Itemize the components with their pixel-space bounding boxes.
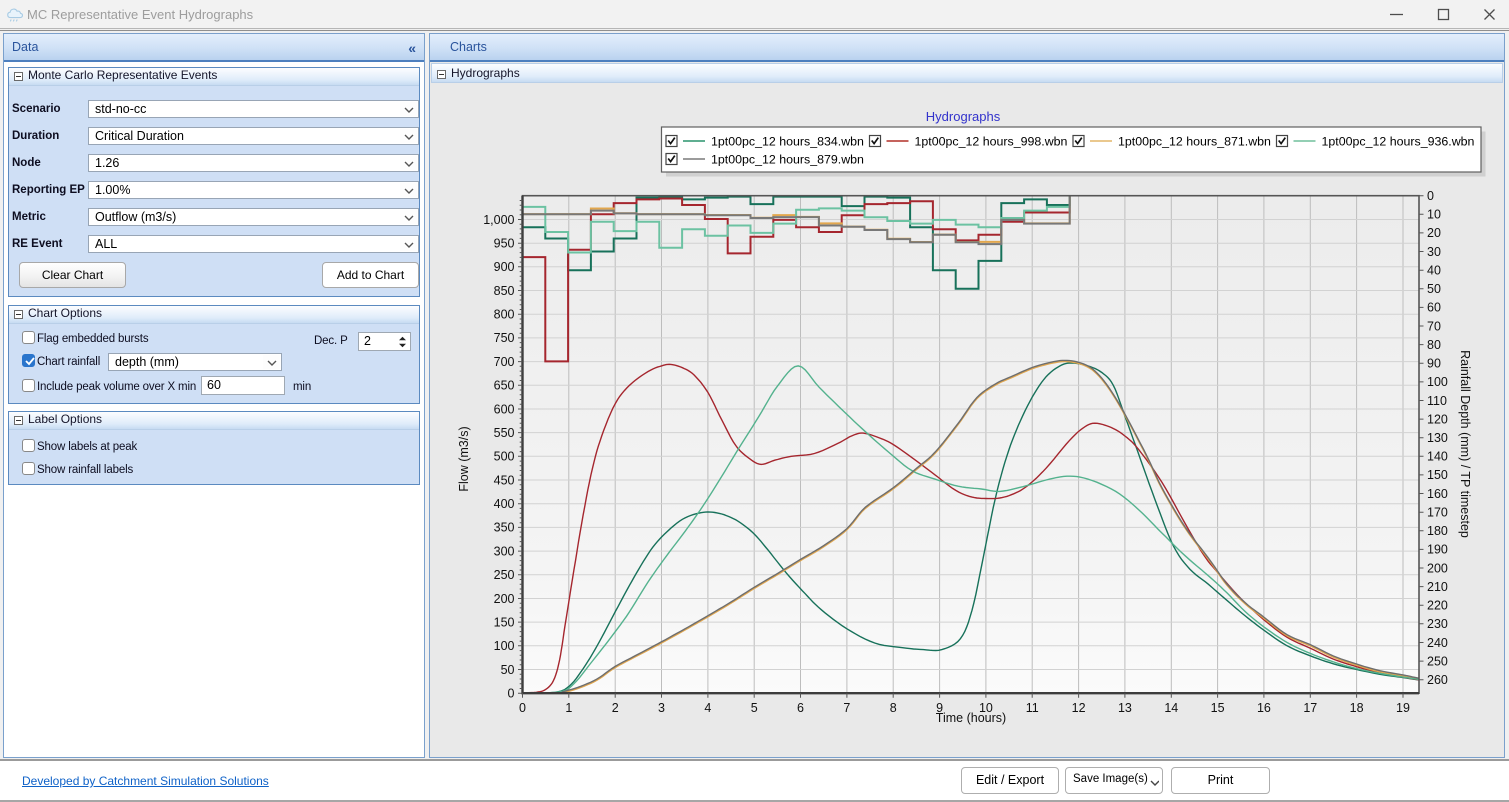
svg-text:140: 140 [1427,450,1448,464]
svg-text:Hydrographs: Hydrographs [926,109,1001,124]
svg-text:850: 850 [494,284,515,298]
svg-text:400: 400 [494,497,515,511]
svg-text:7: 7 [843,701,850,715]
svg-text:1pt00pc_12 hours_879.wbn: 1pt00pc_12 hours_879.wbn [711,153,864,167]
svg-text:550: 550 [494,426,515,440]
svg-text:0: 0 [519,701,526,715]
svg-text:Rainfall Depth (mm) / TP times: Rainfall Depth (mm) / TP timestep [1458,350,1472,538]
svg-text:220: 220 [1427,599,1448,613]
svg-text:0: 0 [508,687,515,701]
svg-text:240: 240 [1427,636,1448,650]
svg-text:2: 2 [612,701,619,715]
svg-text:500: 500 [494,450,515,464]
svg-text:1pt00pc_12 hours_834.wbn: 1pt00pc_12 hours_834.wbn [711,135,864,149]
svg-text:120: 120 [1427,412,1448,426]
svg-text:210: 210 [1427,580,1448,594]
svg-text:450: 450 [494,473,515,487]
svg-text:60: 60 [1427,301,1441,315]
svg-text:40: 40 [1427,264,1441,278]
svg-text:900: 900 [494,260,515,274]
svg-text:180: 180 [1427,524,1448,538]
svg-text:130: 130 [1427,431,1448,445]
svg-text:250: 250 [494,568,515,582]
svg-text:170: 170 [1427,506,1448,520]
svg-text:200: 200 [494,592,515,606]
svg-text:16: 16 [1257,701,1271,715]
svg-text:9: 9 [936,701,943,715]
svg-text:50: 50 [501,663,515,677]
svg-text:18: 18 [1350,701,1364,715]
svg-text:150: 150 [1427,468,1448,482]
svg-text:300: 300 [494,544,515,558]
svg-text:15: 15 [1211,701,1225,715]
svg-text:6: 6 [797,701,804,715]
svg-text:70: 70 [1427,319,1441,333]
svg-text:50: 50 [1427,282,1441,296]
svg-text:20: 20 [1427,226,1441,240]
svg-text:160: 160 [1427,487,1448,501]
svg-text:14: 14 [1164,701,1178,715]
svg-text:30: 30 [1427,245,1441,259]
svg-text:10: 10 [979,701,993,715]
svg-text:13: 13 [1118,701,1132,715]
svg-text:750: 750 [494,331,515,345]
svg-text:110: 110 [1427,394,1447,408]
svg-text:5: 5 [751,701,758,715]
svg-text:230: 230 [1427,617,1448,631]
svg-text:1: 1 [565,701,572,715]
svg-text:11: 11 [1026,701,1039,715]
svg-text:200: 200 [1427,561,1448,575]
svg-text:190: 190 [1427,543,1448,557]
svg-text:260: 260 [1427,673,1448,687]
svg-text:17: 17 [1303,701,1317,715]
svg-text:4: 4 [704,701,711,715]
svg-text:1pt00pc_12 hours_998.wbn: 1pt00pc_12 hours_998.wbn [915,135,1068,149]
svg-text:12: 12 [1072,701,1086,715]
svg-text:1pt00pc_12 hours_871.wbn: 1pt00pc_12 hours_871.wbn [1118,135,1271,149]
svg-text:250: 250 [1427,654,1448,668]
svg-text:19: 19 [1396,701,1410,715]
svg-text:600: 600 [494,402,515,416]
svg-text:3: 3 [658,701,665,715]
svg-text:Time (hours): Time (hours) [936,711,1006,725]
svg-text:950: 950 [494,237,515,251]
svg-text:Flow (m3/s): Flow (m3/s) [457,426,471,491]
svg-text:8: 8 [890,701,897,715]
svg-text:1pt00pc_12 hours_936.wbn: 1pt00pc_12 hours_936.wbn [1322,135,1475,149]
svg-text:150: 150 [494,615,515,629]
svg-text:0: 0 [1427,189,1434,203]
svg-text:800: 800 [494,308,515,322]
svg-text:1,000: 1,000 [483,213,514,227]
svg-text:350: 350 [494,521,515,535]
svg-text:100: 100 [1427,375,1448,389]
svg-text:10: 10 [1427,208,1441,222]
svg-text:100: 100 [494,639,515,653]
svg-text:90: 90 [1427,357,1441,371]
svg-text:650: 650 [494,379,515,393]
svg-text:80: 80 [1427,338,1441,352]
svg-text:700: 700 [494,355,515,369]
